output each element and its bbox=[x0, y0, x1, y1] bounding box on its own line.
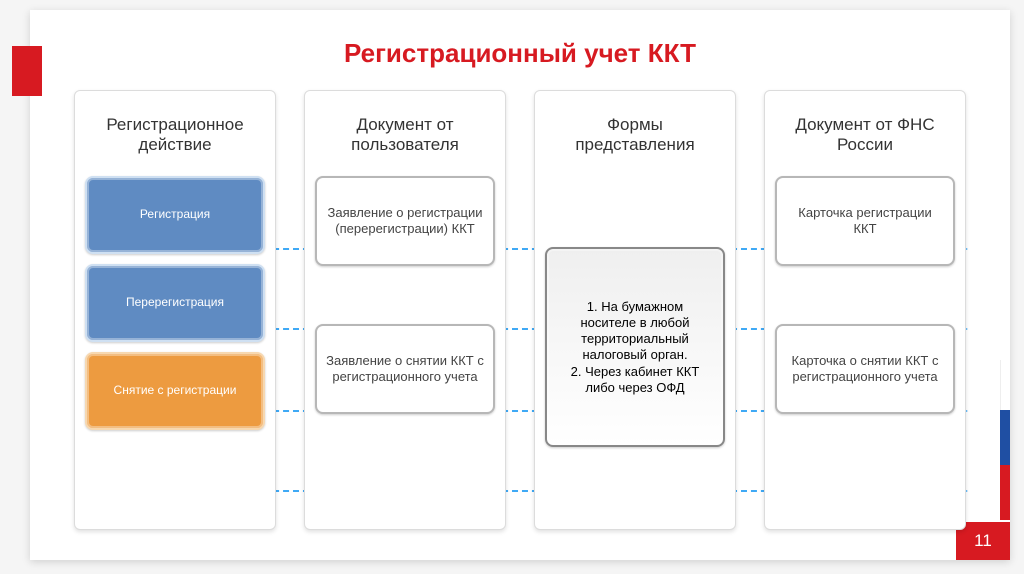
column-action: Регистрационное действие Регистрация Пер… bbox=[74, 90, 276, 530]
column-fns-document: Документ от ФНС России Карточка регистра… bbox=[764, 90, 966, 530]
action-deregistration: Снятие с регистрации bbox=[85, 352, 265, 430]
column-header: Документ от ФНС России bbox=[775, 101, 955, 176]
user-doc-deregistration: Заявление о снятии ККТ с регистрационног… bbox=[315, 324, 495, 414]
action-registration: Регистрация bbox=[85, 176, 265, 254]
slide: Регистрационный учет ККТ Регистрационное… bbox=[30, 10, 1010, 560]
russian-flag-stripe bbox=[1000, 360, 1010, 520]
column-header: Документ от пользователя bbox=[315, 101, 495, 176]
user-doc-registration: Заявление о регистрации (перерегистрации… bbox=[315, 176, 495, 266]
columns-container: Регистрационное действие Регистрация Пер… bbox=[74, 90, 966, 530]
column-header: Регистрационное действие bbox=[85, 101, 265, 176]
column-header: Формы представления bbox=[545, 101, 725, 176]
fns-doc-registration-card: Карточка регистрации ККТ bbox=[775, 176, 955, 266]
action-reregistration: Перерегистрация bbox=[85, 264, 265, 342]
submission-methods-box: 1. На бумажном носителе в любой территор… bbox=[545, 247, 725, 447]
fns-doc-deregistration-card: Карточка о снятии ККТ с регистрационного… bbox=[775, 324, 955, 414]
column-submission-forms: Формы представления 1. На бумажном носит… bbox=[534, 90, 736, 530]
column-user-document: Документ от пользователя Заявление о рег… bbox=[304, 90, 506, 530]
slide-title: Регистрационный учет ККТ bbox=[30, 38, 1010, 69]
